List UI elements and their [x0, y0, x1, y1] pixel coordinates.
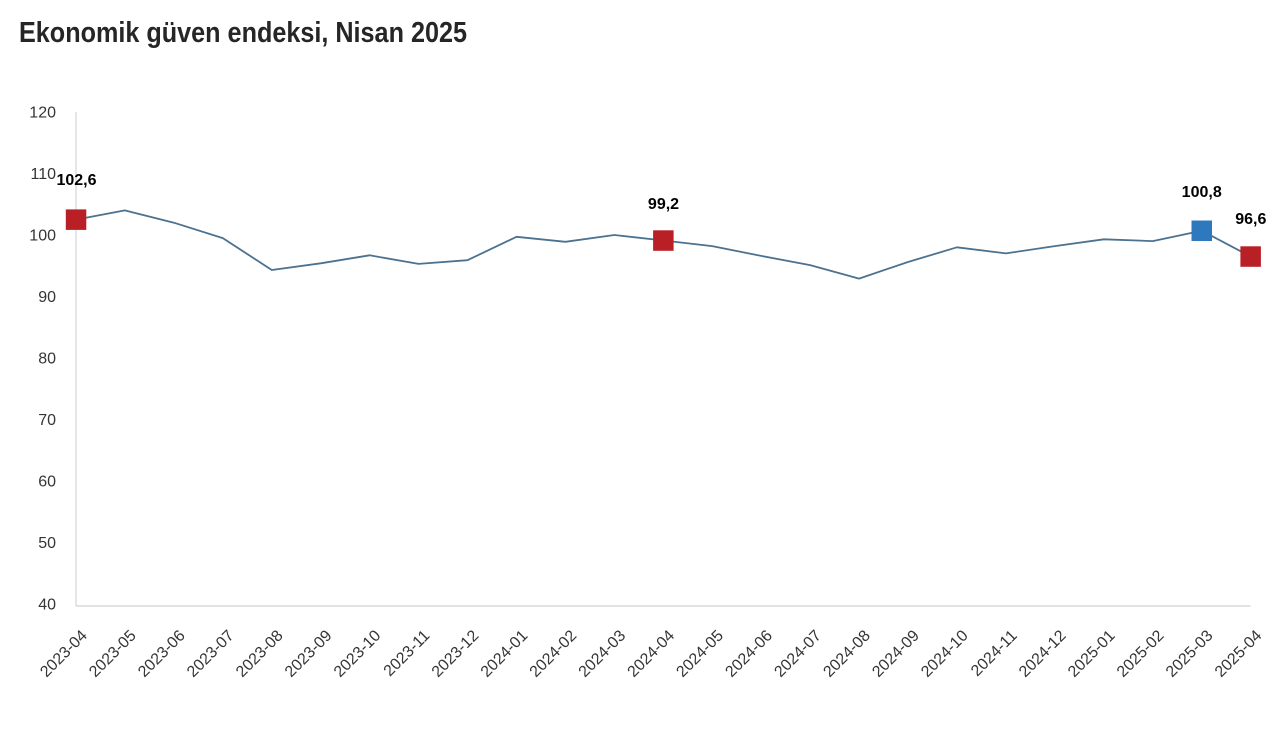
svg-text:100: 100 [29, 227, 56, 244]
svg-text:96,6: 96,6 [1235, 211, 1266, 228]
svg-text:80: 80 [38, 350, 56, 367]
svg-text:Ekonomik güven endeksi, Nisan: Ekonomik güven endeksi, Nisan 2025 [19, 17, 467, 49]
svg-text:120: 120 [29, 104, 56, 121]
svg-text:50: 50 [38, 535, 56, 552]
svg-text:40: 40 [38, 596, 56, 613]
svg-text:70: 70 [38, 412, 56, 429]
svg-text:102,6: 102,6 [56, 172, 96, 189]
svg-text:99,2: 99,2 [648, 196, 679, 213]
svg-text:110: 110 [30, 166, 56, 183]
svg-text:100,8: 100,8 [1182, 184, 1222, 201]
svg-text:60: 60 [38, 473, 56, 490]
svg-text:90: 90 [38, 289, 56, 306]
